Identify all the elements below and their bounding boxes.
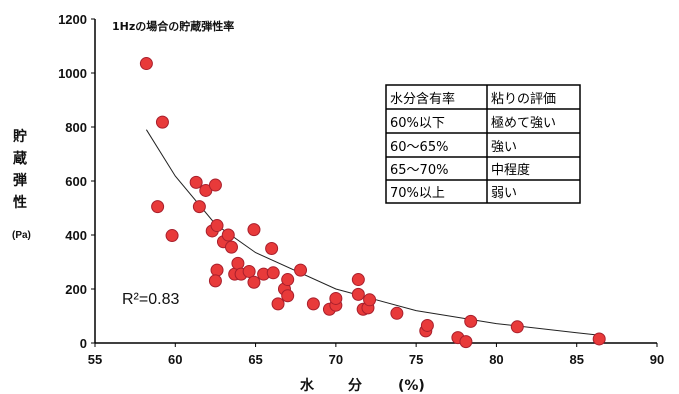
- x-axis-label: 水 分 (%): [300, 377, 425, 394]
- data-point: [221, 228, 235, 242]
- x-tick-label: 85: [569, 352, 583, 367]
- table-cell: 70%以上: [390, 186, 445, 201]
- data-point: [271, 297, 285, 311]
- data-point: [420, 318, 434, 332]
- table-cell: 65～70%: [390, 163, 448, 178]
- data-point: [464, 314, 478, 328]
- y-tick-label: 400: [65, 228, 87, 243]
- y-ticks: 0 200 400 600 800 1000 1200: [58, 12, 95, 351]
- data-point: [351, 273, 365, 287]
- y-axis-label: 貯 蔵 弾 性 (Pa): [12, 128, 31, 241]
- y-tick-label: 600: [65, 174, 87, 189]
- data-point: [265, 242, 279, 255]
- table-header-evaluation: 粘りの評価: [491, 92, 556, 107]
- x-ticks: 55 60 65 70 75 80 85 90: [88, 343, 664, 367]
- data-point: [247, 275, 261, 289]
- data-point: [242, 264, 256, 278]
- data-point: [231, 256, 245, 270]
- trendline: [145, 129, 601, 336]
- y-label-char-2: 蔵: [13, 150, 27, 167]
- data-point: [208, 178, 222, 192]
- data-point: [351, 287, 365, 301]
- data-point: [192, 200, 206, 214]
- table-cell: 強い: [491, 140, 517, 155]
- data-point: [210, 219, 224, 233]
- data-point: [592, 332, 606, 346]
- x-tick-label: 55: [88, 352, 102, 367]
- data-point: [294, 263, 308, 277]
- x-tick-label: 70: [329, 352, 343, 367]
- y-tick-label: 1200: [58, 12, 87, 27]
- data-point: [208, 274, 222, 288]
- data-point: [306, 297, 320, 311]
- data-point: [151, 200, 165, 214]
- data-point: [281, 273, 295, 287]
- data-point: [363, 293, 377, 307]
- r-squared-annotation: R²=0.83: [122, 291, 179, 308]
- y-label-unit: (Pa): [12, 230, 31, 241]
- data-point: [165, 229, 179, 243]
- data-point: [510, 320, 524, 334]
- data-point: [281, 289, 295, 303]
- data-points: [139, 57, 606, 349]
- table-border: [385, 84, 581, 204]
- table-cell: 60～65%: [390, 140, 448, 155]
- y-label-char-1: 貯: [13, 128, 27, 145]
- data-point: [189, 175, 203, 189]
- y-tick-label: 1000: [58, 66, 87, 81]
- x-tick-label: 80: [489, 352, 503, 367]
- data-point: [139, 57, 153, 71]
- x-tick-label: 75: [409, 352, 423, 367]
- x-tick-label: 65: [248, 352, 262, 367]
- x-tick-label: 60: [168, 352, 182, 367]
- x-tick-label: 90: [650, 352, 664, 367]
- data-point: [155, 115, 169, 129]
- table-cell: 弱い: [491, 186, 517, 201]
- y-tick-label: 200: [65, 282, 87, 297]
- y-tick-label: 800: [65, 120, 87, 135]
- y-label-char-4: 性: [13, 194, 27, 211]
- y-label-char-3: 弾: [13, 172, 27, 189]
- evaluation-table: 水分含有率 粘りの評価 60%以下 極めて強い 60～65% 強い 65～70%…: [385, 84, 581, 204]
- x-label-unit: (%): [398, 378, 425, 394]
- chart-title: 1Hzの場合の貯蔵弾性率: [112, 19, 234, 33]
- data-point: [210, 263, 224, 277]
- data-point: [224, 240, 238, 254]
- data-point: [247, 223, 261, 237]
- data-point: [390, 306, 404, 320]
- data-point: [459, 335, 473, 349]
- table-cell: 60%以下: [390, 116, 445, 131]
- data-point: [266, 266, 280, 280]
- y-tick-label: 0: [80, 336, 87, 351]
- x-label-char-2: 分: [348, 378, 362, 394]
- table-cell: 極めて強い: [491, 115, 556, 131]
- table-cell: 中程度: [491, 162, 530, 178]
- data-point: [199, 183, 213, 197]
- table-header-moisture: 水分含有率: [390, 91, 455, 107]
- data-point: [329, 291, 343, 305]
- x-label-char-1: 水: [300, 377, 315, 394]
